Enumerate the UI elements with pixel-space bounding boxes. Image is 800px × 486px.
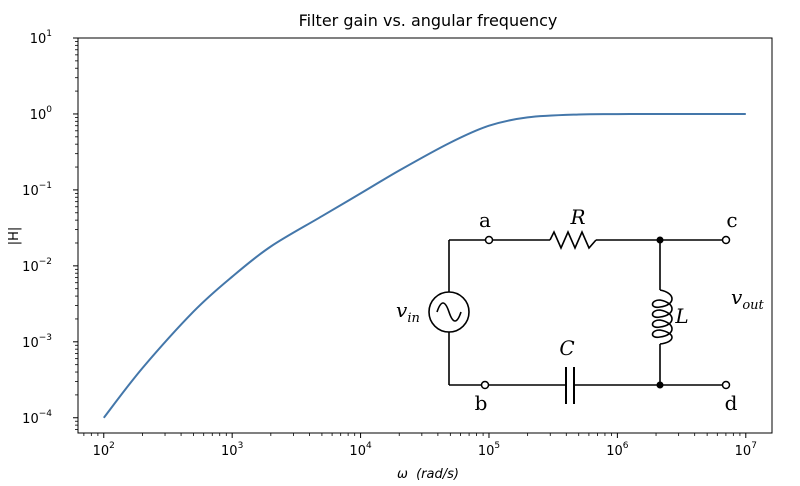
label-r: R [569, 205, 585, 229]
y-tick-label: 10−4 [22, 409, 52, 427]
x-tick-label: 107 [735, 441, 757, 459]
x-tick-label: 102 [93, 441, 115, 459]
y-axis-label: |H| [7, 227, 22, 246]
terminal-d [721, 380, 731, 390]
x-tick-label: 104 [349, 441, 372, 459]
label-vin: vin [396, 298, 420, 326]
label-cap: C [559, 336, 574, 360]
x-axis: 102 103 104 105 106 107 [83, 433, 757, 459]
y-axis: 10−4 10−3 10−2 10−1 100 101 [22, 29, 78, 430]
x-axis-unit: (rad/s) [416, 467, 459, 482]
y-tick-label: 10−1 [22, 181, 52, 199]
x-tick-label: 106 [606, 441, 629, 459]
y-tick-label: 101 [30, 29, 52, 47]
label-l: L [674, 304, 688, 328]
chart-title: Filter gain vs. angular frequency [299, 11, 558, 30]
ac-wave-icon [436, 302, 462, 322]
y-tick-label: 10−3 [22, 333, 52, 351]
resistor-symbol [549, 230, 597, 250]
y-tick-label: 100 [30, 105, 53, 123]
circuit-diagram: a b c d R L C vin vout [396, 205, 765, 415]
series-points [103, 113, 746, 418]
label-d: d [725, 391, 738, 415]
terminal-c [721, 235, 731, 245]
label-a: a [479, 208, 491, 232]
series-line [103, 113, 746, 419]
inductor-symbol [651, 289, 673, 345]
terminal-b [480, 380, 490, 390]
x-axis-symbol: ω [397, 467, 408, 482]
label-vout: vout [731, 285, 765, 313]
x-tick-label: 103 [221, 441, 243, 459]
y-tick-label: 10−2 [22, 257, 52, 275]
terminal-a [484, 235, 494, 245]
plot-frame [77, 37, 773, 434]
x-tick-label: 105 [478, 441, 500, 459]
label-c: c [726, 208, 737, 232]
label-b: b [475, 391, 488, 415]
x-axis-label: ω (rad/s) [397, 467, 459, 482]
